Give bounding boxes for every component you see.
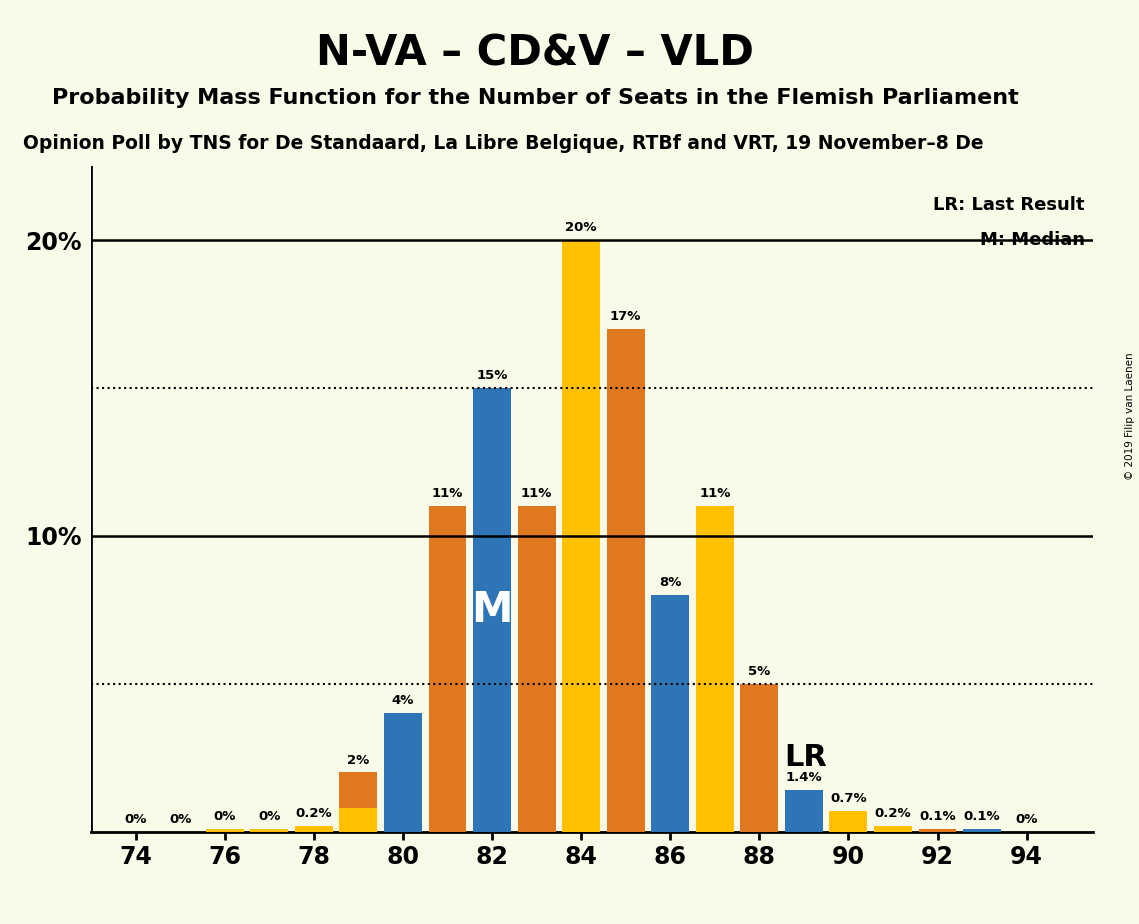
Bar <box>339 772 377 832</box>
Text: LR: Last Result: LR: Last Result <box>933 196 1084 213</box>
Bar <box>295 826 333 832</box>
Text: 0%: 0% <box>214 809 236 822</box>
Bar <box>829 811 868 832</box>
Text: 17%: 17% <box>611 310 641 323</box>
Text: 1.4%: 1.4% <box>786 772 822 784</box>
Text: Probability Mass Function for the Number of Seats in the Flemish Parliament: Probability Mass Function for the Number… <box>52 88 1018 108</box>
Text: 0.7%: 0.7% <box>830 792 867 805</box>
Bar <box>696 506 734 832</box>
Text: 8%: 8% <box>659 577 681 590</box>
Text: 11%: 11% <box>432 488 464 501</box>
Bar <box>607 329 645 832</box>
Text: 0%: 0% <box>169 813 191 826</box>
Text: N-VA – CD&V – VLD: N-VA – CD&V – VLD <box>317 32 754 74</box>
Bar <box>384 713 421 832</box>
Text: 20%: 20% <box>565 222 597 235</box>
Bar <box>652 595 689 832</box>
Bar <box>517 506 556 832</box>
Bar <box>740 684 778 832</box>
Bar <box>964 829 1001 832</box>
Text: 2%: 2% <box>347 754 369 767</box>
Text: 4%: 4% <box>392 695 415 708</box>
Bar <box>339 808 377 832</box>
Text: 0%: 0% <box>1016 813 1038 826</box>
Text: 0.2%: 0.2% <box>875 807 911 820</box>
Bar <box>473 388 511 832</box>
Bar <box>785 790 822 832</box>
Text: 15%: 15% <box>476 370 508 383</box>
Text: 0.1%: 0.1% <box>919 809 956 822</box>
Bar <box>918 829 957 832</box>
Bar <box>563 240 600 832</box>
Bar <box>428 506 467 832</box>
Text: M: M <box>472 589 513 631</box>
Text: 5%: 5% <box>748 665 770 678</box>
Text: 11%: 11% <box>521 488 552 501</box>
Text: LR: LR <box>784 743 827 772</box>
Text: 11%: 11% <box>699 488 730 501</box>
Text: 0.1%: 0.1% <box>964 809 1000 822</box>
Text: 0%: 0% <box>124 813 147 826</box>
Text: Opinion Poll by TNS for De Standaard, La Libre Belgique, RTBf and VRT, 19 Novemb: Opinion Poll by TNS for De Standaard, La… <box>23 134 983 153</box>
Bar <box>874 826 912 832</box>
Bar <box>206 829 244 832</box>
Bar <box>251 829 288 832</box>
Text: M: Median: M: Median <box>980 231 1084 249</box>
Text: 0%: 0% <box>259 809 280 822</box>
Text: © 2019 Filip van Laenen: © 2019 Filip van Laenen <box>1125 352 1134 480</box>
Text: 0.2%: 0.2% <box>295 807 333 820</box>
